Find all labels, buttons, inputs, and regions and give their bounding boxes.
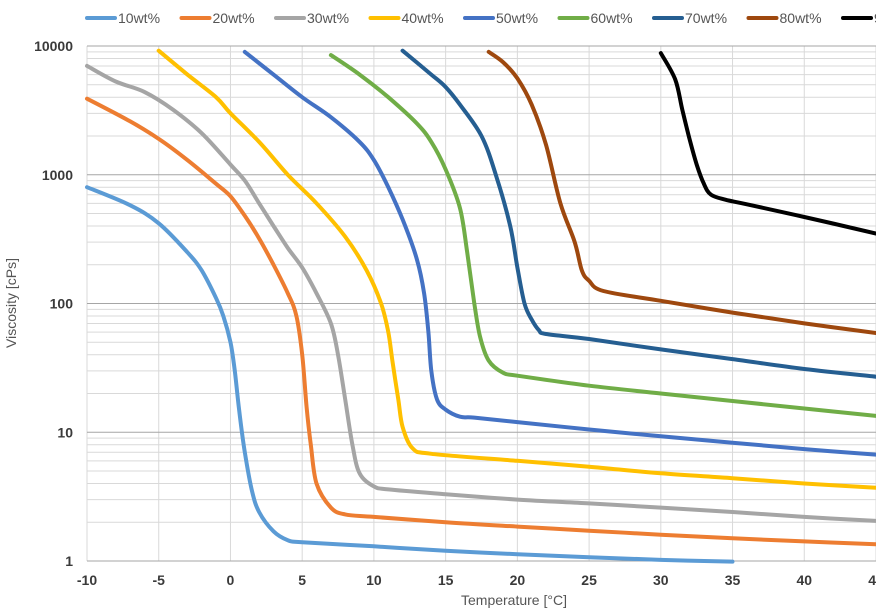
- legend-label: 60wt%: [591, 10, 633, 26]
- x-tick-label: -10: [77, 572, 97, 588]
- series-line-20wt%: [85, 96, 876, 547]
- x-axis-ticks: -10 -5 0 5 10 15 20 25 30 35 40 45: [77, 572, 876, 588]
- series-line-70wt%: [400, 48, 876, 379]
- series-line-80wt%: [486, 49, 876, 335]
- legend-item-50wt%: 50wt%: [463, 10, 538, 26]
- x-tick-label: 15: [438, 572, 454, 588]
- legend-item-20wt%: 20wt%: [179, 10, 255, 26]
- x-tick-label: 40: [796, 572, 812, 588]
- legend-label: 20wt%: [213, 10, 255, 26]
- legend-item-60wt%: 60wt%: [557, 10, 633, 26]
- series-line-90wt%: [658, 51, 876, 236]
- legend-label: 30wt%: [307, 10, 349, 26]
- y-tick-label: 10000: [34, 38, 73, 54]
- legend-label: 70wt%: [685, 10, 727, 26]
- grid-lines: [86, 45, 876, 562]
- y-tick-label: 1000: [42, 167, 73, 183]
- legend-item-90wt%: 90wt%: [841, 10, 876, 26]
- x-tick-label: 20: [510, 572, 526, 588]
- x-tick-label: 5: [298, 572, 306, 588]
- series-line-50wt%: [242, 49, 876, 457]
- x-tick-label: 0: [227, 572, 235, 588]
- y-tick-label: 100: [50, 296, 74, 312]
- legend-item-70wt%: 70wt%: [652, 10, 727, 26]
- legend-label: 40wt%: [402, 10, 444, 26]
- series-line-30wt%: [85, 63, 876, 523]
- x-tick-label: 10: [366, 572, 382, 588]
- x-tick-label: 30: [653, 572, 669, 588]
- y-axis-ticks: 1 10 100 1000 10000: [34, 38, 73, 569]
- y-axis-title: Viscosity [cPs]: [3, 258, 19, 348]
- legend-label: 50wt%: [496, 10, 538, 26]
- series-line-60wt%: [328, 53, 876, 418]
- series-lines: [85, 48, 876, 564]
- legend-label: 90wt%: [874, 10, 876, 26]
- legend-item-40wt%: 40wt%: [368, 10, 444, 26]
- legend-item-30wt%: 30wt%: [274, 10, 349, 26]
- legend-label: 80wt%: [780, 10, 822, 26]
- legend-label: 10wt%: [118, 10, 160, 26]
- y-tick-label: 1: [65, 553, 73, 569]
- legend-item-10wt%: 10wt%: [85, 10, 160, 26]
- series-line-10wt%: [85, 185, 735, 564]
- x-tick-label: 45: [868, 572, 876, 588]
- x-axis-title: Temperature [°C]: [461, 592, 567, 608]
- x-tick-label: 35: [725, 572, 741, 588]
- x-tick-label: 25: [581, 572, 597, 588]
- x-tick-label: -5: [153, 572, 166, 588]
- series-line-40wt%: [156, 48, 876, 490]
- legend: 10wt% 20wt% 30wt% 40wt% 50wt% 60wt% 70wt% 80wt%…: [85, 10, 876, 26]
- y-tick-label: 10: [57, 424, 73, 440]
- legend-item-80wt%: 80wt%: [746, 10, 822, 26]
